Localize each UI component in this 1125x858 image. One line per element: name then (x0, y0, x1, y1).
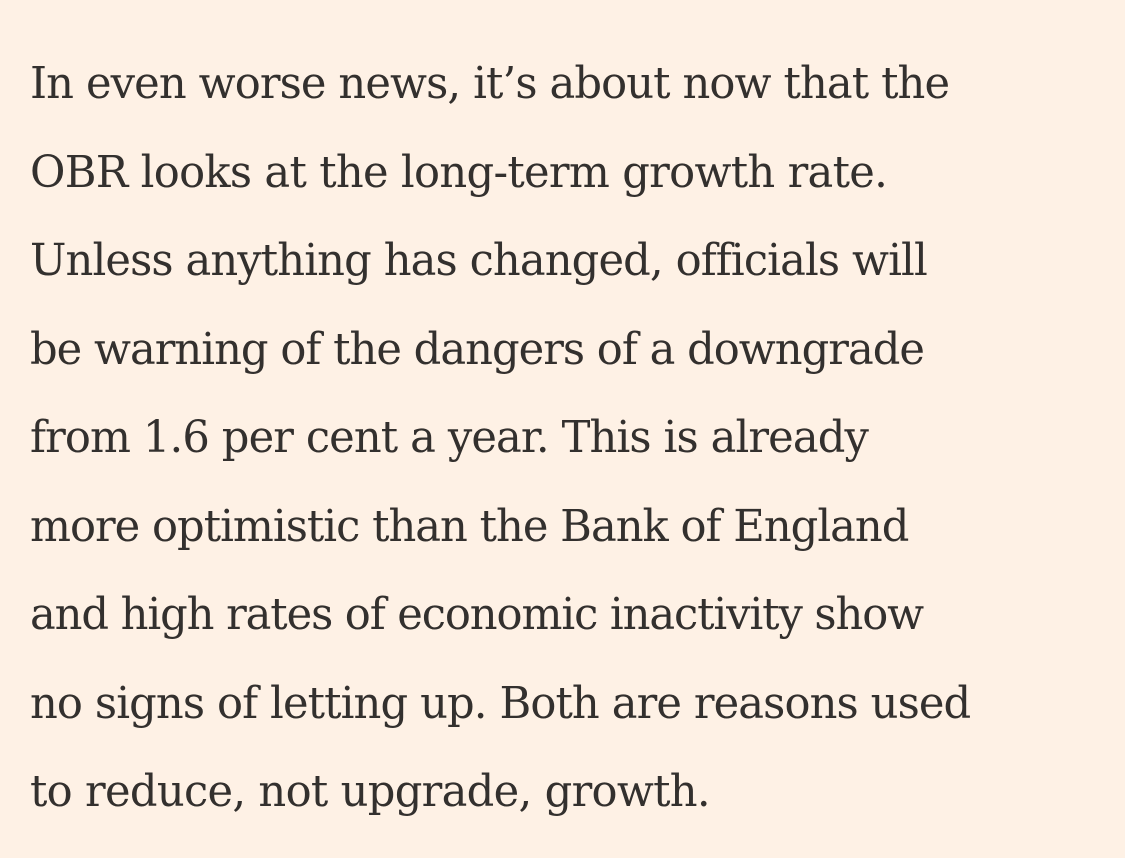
paragraph-line: to reduce, not upgrade, growth. (30, 766, 711, 817)
paragraph-line: OBR looks at the long-term growth rate. (30, 146, 888, 198)
article-paragraph: In even worse news, it’s about now that … (30, 40, 1125, 837)
paragraph-line: be warning of the dangers of a downgrade (30, 323, 925, 375)
paragraph-line: In even worse news, it’s about now that … (30, 58, 950, 109)
paragraph-line: Unless anything has changed, officials w… (30, 235, 928, 286)
paragraph-line: from 1.6 per cent a year. This is alread… (30, 412, 869, 463)
paragraph-line: and high rates of economic inactivity sh… (30, 589, 924, 640)
paragraph-line: no signs of letting up. Both are reasons… (30, 677, 971, 729)
paragraph-line: more optimistic than the Bank of England (30, 500, 909, 552)
